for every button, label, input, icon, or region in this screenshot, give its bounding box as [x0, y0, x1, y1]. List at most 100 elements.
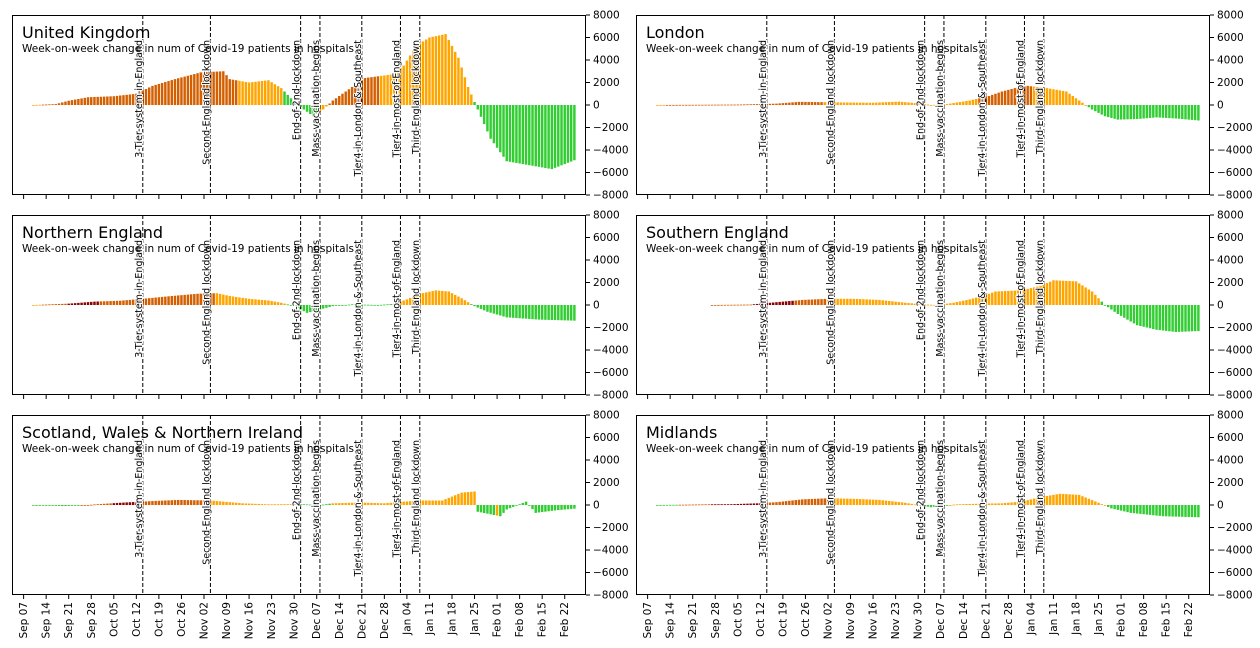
bar [681, 104, 685, 106]
y-tick-label: 8000 [593, 410, 620, 422]
bar [421, 293, 425, 305]
bar [128, 299, 132, 305]
bar [987, 96, 991, 105]
bar [263, 80, 267, 105]
bar [1029, 499, 1033, 505]
bar [1052, 280, 1055, 305]
bar [765, 502, 769, 505]
bar [1184, 505, 1187, 517]
bar [544, 105, 547, 168]
bar [441, 500, 444, 505]
bar [1161, 305, 1165, 331]
bar [987, 503, 991, 505]
y-tick-label: −4000 [593, 345, 629, 357]
bar [167, 81, 170, 105]
bar [778, 103, 781, 105]
x-tick-label: Dec 14 [334, 602, 346, 639]
bar [44, 104, 48, 106]
bar [73, 99, 77, 105]
bar [367, 77, 370, 105]
bar [325, 105, 328, 107]
bar [148, 298, 151, 305]
bar [119, 502, 122, 505]
bar [965, 300, 968, 305]
x-tick-label: Feb 22 [1183, 602, 1195, 637]
event-label: End-of-2nd-lockdown [916, 40, 927, 140]
bar [797, 101, 801, 105]
bar [563, 305, 566, 321]
bar [939, 104, 942, 106]
bar [839, 498, 843, 505]
plot-frame [12, 415, 586, 595]
bar [325, 504, 328, 505]
bar [90, 301, 93, 305]
bar [749, 104, 752, 106]
bar [881, 102, 884, 105]
bar [865, 299, 868, 305]
bar [363, 304, 367, 306]
bar [83, 302, 87, 305]
bar [820, 102, 823, 105]
bar [135, 501, 138, 505]
bar [115, 95, 119, 105]
bar [193, 294, 196, 305]
bar [112, 96, 116, 105]
y-tick-label: 0 [593, 300, 600, 312]
bar [176, 295, 180, 305]
bar [833, 102, 836, 105]
bar [408, 501, 412, 505]
bar [425, 292, 428, 305]
bar [675, 504, 678, 506]
bar [370, 77, 373, 105]
bar [363, 502, 367, 505]
bar [267, 300, 270, 305]
bar [772, 302, 775, 305]
bar [717, 504, 720, 506]
bar [77, 505, 80, 506]
bar [968, 299, 971, 305]
bar [73, 505, 77, 506]
y-tick-label: −6000 [593, 567, 629, 579]
y-tick-label: −2000 [593, 122, 629, 134]
bar [251, 299, 254, 305]
bar [550, 305, 554, 320]
bar [315, 305, 318, 311]
bar [926, 304, 930, 306]
bar [797, 499, 801, 505]
bar [428, 291, 431, 305]
bar [817, 498, 820, 505]
bar [672, 104, 675, 106]
bar [328, 103, 331, 105]
chart-title: United Kingdom [22, 23, 151, 42]
bar [528, 305, 531, 319]
bar [35, 505, 38, 506]
bar [1190, 305, 1194, 332]
y-tick-label: −8000 [1217, 390, 1253, 402]
bar [775, 502, 778, 505]
bar [344, 502, 347, 505]
x-tick-label: Dec 21 [980, 602, 992, 639]
bar [1177, 105, 1181, 119]
bar [939, 304, 942, 306]
bar [228, 296, 231, 305]
event-label: Tier4-in-London-&-Southeast [353, 40, 364, 178]
bar [412, 50, 415, 105]
bar [704, 504, 707, 506]
bar [820, 299, 823, 305]
y-tick-label: 6000 [1217, 432, 1244, 444]
bar [267, 80, 270, 105]
bar [109, 96, 112, 105]
bar [1174, 505, 1178, 517]
bar [868, 102, 872, 105]
y-tick-label: 6000 [1217, 32, 1244, 44]
bar [800, 299, 804, 305]
bar [309, 305, 312, 313]
bar [553, 105, 557, 168]
bar [949, 303, 952, 305]
bar [238, 297, 241, 305]
event-label: Tier4-in-London-&-Southeast [353, 440, 364, 578]
bar [945, 505, 949, 506]
bar [573, 305, 576, 321]
bar [826, 102, 830, 105]
bar [1152, 305, 1155, 329]
